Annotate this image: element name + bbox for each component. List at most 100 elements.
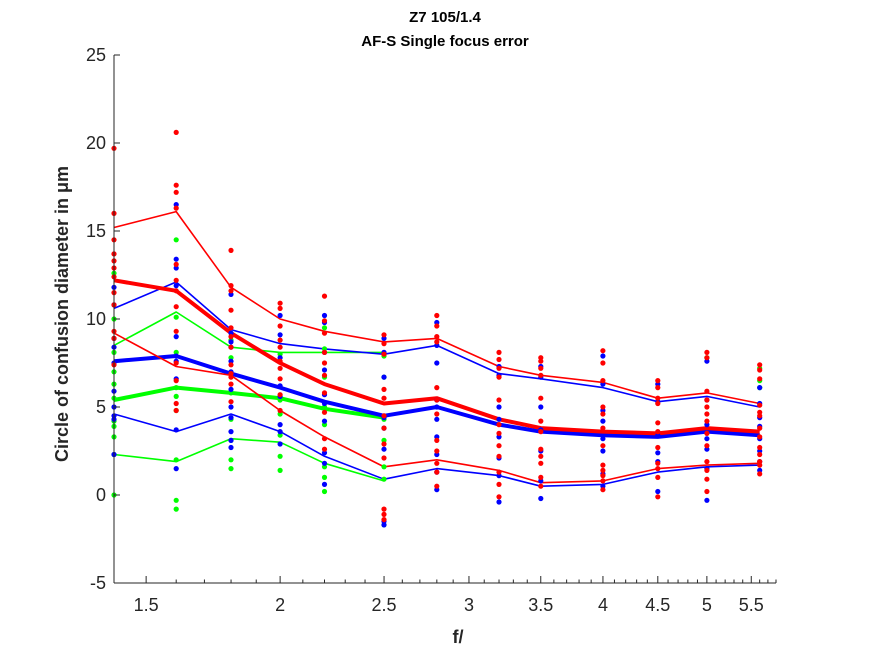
- data-point-red: [538, 365, 544, 371]
- data-point-blue: [600, 436, 606, 442]
- data-point-red: [381, 425, 387, 431]
- y-tick-label: 10: [86, 309, 106, 329]
- data-point-green: [277, 453, 283, 459]
- data-point-blue: [381, 446, 387, 452]
- data-point-red: [381, 441, 387, 447]
- data-point-red: [655, 474, 661, 480]
- data-point-red: [600, 478, 606, 484]
- data-point-green: [321, 488, 328, 495]
- data-point-blue: [704, 436, 710, 442]
- data-point-red: [381, 506, 387, 512]
- data-point-blue: [538, 495, 544, 502]
- data-point-red: [173, 304, 179, 310]
- data-point-blue: [600, 448, 606, 454]
- data-point-red: [600, 360, 606, 366]
- data-point-red: [704, 476, 710, 482]
- data-point-red: [321, 446, 328, 452]
- data-point-blue: [277, 332, 283, 338]
- chart-title: Z7 105/1.4: [409, 9, 481, 26]
- data-point-red: [173, 400, 179, 407]
- data-point-green: [277, 467, 283, 473]
- data-point-green: [277, 397, 283, 403]
- data-point-red: [538, 446, 544, 452]
- data-point-red: [321, 409, 328, 415]
- data-point-red: [600, 443, 606, 449]
- data-point-red: [434, 460, 440, 466]
- data-point-green: [321, 325, 328, 331]
- data-point-green: [173, 457, 179, 463]
- data-point-red: [600, 378, 606, 384]
- data-point-red: [228, 307, 234, 313]
- data-point-red: [228, 381, 234, 387]
- data-point-red: [381, 413, 387, 419]
- data-point-blue: [496, 416, 502, 422]
- data-point-green: [173, 506, 179, 512]
- data-point-red: [655, 444, 661, 451]
- data-point-green: [173, 497, 179, 503]
- data-point-red: [173, 360, 179, 366]
- data-point-green: [173, 314, 179, 320]
- data-point-red: [704, 467, 710, 473]
- data-point-blue: [277, 422, 283, 428]
- data-point-green: [173, 237, 179, 243]
- data-point-red: [600, 404, 606, 410]
- data-point-green: [173, 349, 179, 355]
- data-point-red: [655, 400, 661, 407]
- data-point-red: [538, 453, 544, 459]
- x-tick-label: 2.5: [372, 595, 397, 615]
- data-point-green: [228, 466, 234, 472]
- data-point-red: [496, 481, 502, 487]
- data-point-red: [381, 332, 387, 338]
- y-tick-label: 5: [96, 397, 106, 417]
- data-point-red: [321, 390, 328, 396]
- data-point-blue: [228, 444, 234, 451]
- data-point-red: [277, 305, 283, 311]
- data-point-blue: [704, 497, 710, 503]
- data-point-red: [757, 402, 763, 408]
- data-point-green: [173, 385, 179, 391]
- data-point-red: [277, 407, 283, 414]
- data-point-red: [277, 365, 283, 371]
- data-point-red: [538, 418, 544, 424]
- data-point-red: [228, 362, 234, 368]
- data-point-red: [277, 337, 283, 343]
- data-point-blue: [277, 441, 283, 447]
- data-point-red: [434, 437, 440, 443]
- data-point-blue: [757, 385, 763, 391]
- data-point-green: [381, 437, 387, 443]
- data-point-blue: [496, 404, 502, 410]
- data-point-red: [538, 372, 544, 378]
- data-point-blue: [173, 427, 179, 433]
- data-point-red: [434, 411, 440, 417]
- data-point-red: [704, 349, 710, 355]
- y-tick-label: 15: [86, 221, 106, 241]
- data-point-red: [757, 434, 763, 440]
- data-point-red: [434, 448, 440, 454]
- data-point-blue: [173, 256, 179, 262]
- data-point-red: [757, 367, 763, 373]
- data-point-red: [434, 397, 440, 403]
- data-point-red: [757, 471, 763, 477]
- data-point-red: [228, 344, 234, 350]
- data-point-red: [381, 517, 387, 523]
- data-point-red: [757, 444, 763, 451]
- data-point-red: [381, 341, 387, 347]
- data-point-red: [381, 351, 387, 357]
- data-point-blue: [434, 416, 440, 422]
- data-point-red: [434, 469, 440, 475]
- axes: -5 0 5 10 15 20 25 1.5 2 2.5 3 3.5 4 4.5 5 5.5: [86, 45, 777, 615]
- series-line-green-lower: [113, 437, 385, 482]
- data-point-blue: [173, 466, 179, 472]
- data-point-red: [228, 325, 234, 331]
- data-point-red: [434, 483, 440, 489]
- chart-subtitle: AF-S Single focus error: [361, 33, 529, 50]
- data-point-red: [600, 462, 606, 468]
- data-point-red: [321, 436, 328, 442]
- data-point-red: [600, 487, 606, 493]
- x-tick-label: 3.5: [528, 595, 553, 615]
- data-point-red: [434, 312, 440, 319]
- data-point-red: [704, 411, 710, 417]
- data-point-red: [228, 247, 234, 253]
- data-point-red: [704, 355, 710, 361]
- data-point-green: [321, 474, 328, 480]
